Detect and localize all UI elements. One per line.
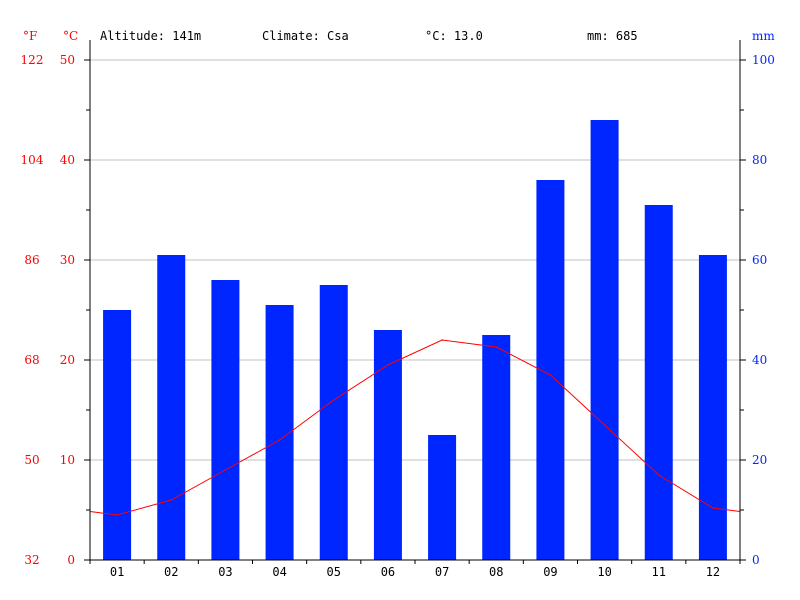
temp-point-05 <box>332 399 335 401</box>
temp-point-01 <box>116 514 118 516</box>
climate-label: Climate: Csa <box>262 29 349 43</box>
mm-tick-label: 80 <box>752 153 767 167</box>
month-label-12: 12 <box>706 565 720 579</box>
celsius-tick-label: 10 <box>60 453 75 467</box>
temp-point-12 <box>712 507 714 509</box>
temp-point-07 <box>441 339 443 341</box>
month-label-05: 05 <box>327 565 341 579</box>
fahrenheit-unit-label: °F <box>23 29 37 43</box>
precip-bar-07 <box>428 435 457 560</box>
temperature-line <box>89 339 741 516</box>
precip-bar-05 <box>319 285 348 560</box>
grid-lines <box>90 59 740 461</box>
temp-point-10 <box>603 424 606 426</box>
month-label-06: 06 <box>381 565 395 579</box>
temperature-line-group <box>89 339 741 516</box>
celsius-tick-label: 0 <box>67 553 75 567</box>
temp-point-06 <box>387 364 389 366</box>
fahrenheit-tick-label: 122 <box>21 53 44 67</box>
mm-tick-label: 20 <box>752 453 767 467</box>
temp-point-04 <box>278 439 281 441</box>
month-label-04: 04 <box>272 565 286 579</box>
mm-tick-label: 40 <box>752 353 767 367</box>
precip-bar-10 <box>590 120 619 560</box>
avg-temp-label: °C: 13.0 <box>425 29 483 43</box>
precip-bar-12 <box>698 255 727 560</box>
fahrenheit-tick-label: 68 <box>24 353 39 367</box>
precip-bar-01 <box>103 310 132 560</box>
month-label-11: 11 <box>652 565 666 579</box>
month-label-09: 09 <box>543 565 557 579</box>
month-label-01: 01 <box>110 565 124 579</box>
month-label-07: 07 <box>435 565 449 579</box>
month-label-02: 02 <box>164 565 178 579</box>
mm-tick-label: 0 <box>752 553 760 567</box>
celsius-tick-label: 50 <box>60 53 75 67</box>
fahrenheit-tick-label: 32 <box>24 553 39 567</box>
temp-point-02 <box>170 499 173 501</box>
temp-point-03 <box>224 469 227 471</box>
fahrenheit-tick-label: 86 <box>24 253 39 267</box>
axes <box>84 40 746 564</box>
celsius-unit-label: °C <box>63 29 78 43</box>
temp-point-11 <box>657 474 660 476</box>
temp-point-08 <box>495 346 498 348</box>
celsius-tick-label: 40 <box>60 153 75 167</box>
precipitation-bars <box>103 120 727 560</box>
celsius-tick-label: 30 <box>60 253 75 267</box>
fahrenheit-tick-label: 104 <box>21 153 44 167</box>
precip-bar-03 <box>211 280 240 560</box>
altitude-label: Altitude: 141m <box>100 29 201 43</box>
precip-bar-02 <box>157 255 186 560</box>
precip-total-label: mm: 685 <box>587 29 638 43</box>
celsius-tick-label: 20 <box>60 353 75 367</box>
month-label-03: 03 <box>218 565 232 579</box>
mm-unit-label: mm <box>752 29 775 43</box>
precip-bar-06 <box>373 330 402 560</box>
mm-tick-label: 100 <box>752 53 775 67</box>
fahrenheit-tick-label: 50 <box>24 453 39 467</box>
precip-bar-11 <box>644 205 673 560</box>
temp-point-09 <box>549 374 552 376</box>
mm-tick-label: 60 <box>752 253 767 267</box>
month-label-08: 08 <box>489 565 503 579</box>
precip-bar-08 <box>482 335 511 560</box>
month-label-10: 10 <box>597 565 611 579</box>
